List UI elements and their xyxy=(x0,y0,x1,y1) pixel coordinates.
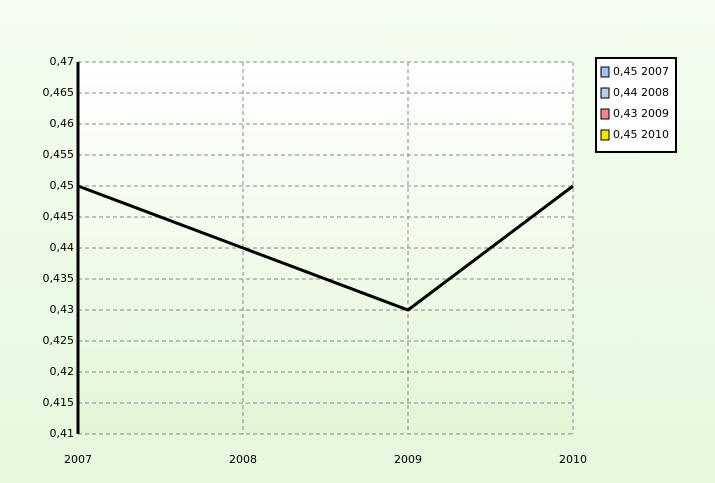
y-tick-label: 0,45 xyxy=(50,179,75,192)
y-tick-label: 0,455 xyxy=(43,148,75,161)
y-tick-label: 0,425 xyxy=(43,334,75,347)
x-tick-label: 2008 xyxy=(229,453,257,466)
y-tick-label: 0,41 xyxy=(50,427,75,440)
legend-swatch xyxy=(600,66,610,78)
x-tick-label: 2010 xyxy=(559,453,587,466)
legend-swatch xyxy=(600,129,610,141)
y-tick-label: 0,46 xyxy=(50,117,75,130)
line xyxy=(77,184,574,312)
y-tick-label: 0,465 xyxy=(43,86,75,99)
y-tick-label: 0,47 xyxy=(50,55,75,68)
legend-label: 0,44 2008 xyxy=(613,86,669,99)
legend-label: 0,45 2007 xyxy=(613,65,669,78)
y-tick-label: 0,42 xyxy=(50,365,75,378)
legend-label: 0,43 2009 xyxy=(613,107,669,120)
x-tick-label: 2009 xyxy=(394,453,422,466)
legend-swatch xyxy=(600,108,610,120)
y-tick-label: 0,44 xyxy=(50,241,75,254)
legend-swatch xyxy=(600,87,610,99)
y-tick-label: 0,435 xyxy=(43,272,75,285)
x-tick-label: 2007 xyxy=(64,453,92,466)
legend-label: 0,45 2010 xyxy=(613,128,669,141)
y-tick-label: 0,445 xyxy=(43,210,75,223)
y-tick-label: 0,415 xyxy=(43,396,75,409)
y-tick-label: 0,43 xyxy=(50,303,75,316)
